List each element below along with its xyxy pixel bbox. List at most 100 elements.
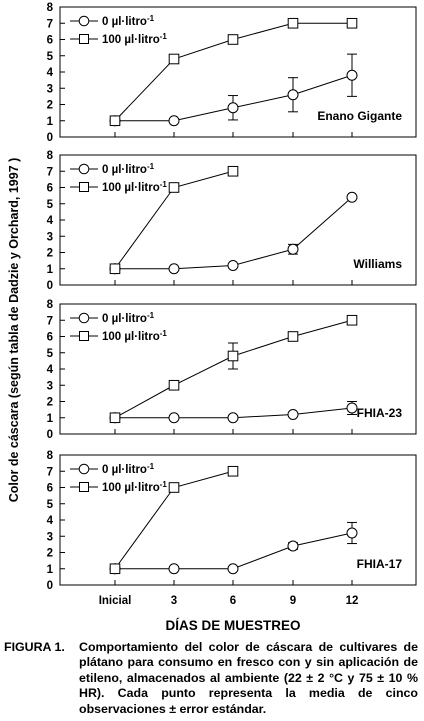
legend-square-marker <box>79 482 89 492</box>
data-point-circle <box>168 115 180 127</box>
data-point-circle <box>346 527 358 539</box>
data-point-square <box>109 115 121 127</box>
y-tick-label: 4 <box>47 364 54 376</box>
y-tick-label: 6 <box>47 483 53 495</box>
data-point-circle <box>287 89 299 101</box>
data-point-square <box>227 165 239 177</box>
y-tick-label: 2 <box>47 100 53 112</box>
caption-label: FIGURA 1. <box>4 640 65 654</box>
data-point-square <box>109 263 121 275</box>
y-tick-label: 7 <box>47 466 53 478</box>
figure-caption: FIGURA 1. Comportamiento del color de cá… <box>4 640 418 717</box>
x-tick-label: 3 <box>171 595 177 607</box>
legend-circle-marker <box>78 463 90 475</box>
x-tick-label: 9 <box>290 595 296 607</box>
y-tick-label: 1 <box>47 564 54 576</box>
y-tick-label: 4 <box>47 215 54 227</box>
data-point-circle <box>287 540 299 552</box>
y-tick-label: 2 <box>47 397 53 409</box>
data-point-square <box>227 350 239 362</box>
data-point-circle <box>227 102 239 114</box>
caption-text: Comportamiento del color de cáscara de c… <box>79 640 418 716</box>
y-tick-label: 5 <box>47 199 54 211</box>
y-tick-label: 7 <box>47 18 53 30</box>
y-tick-label: 8 <box>47 299 54 311</box>
y-tick-label: 1 <box>47 116 54 128</box>
chart-panel-fhia-23: 0 1 2 3 4 5 6 7 8 0 µl·litro-1 100 µl·litro-1 FHIA-… <box>47 299 417 441</box>
legend-circle-marker <box>78 163 90 175</box>
data-point-square <box>227 34 239 45</box>
y-tick-label: 8 <box>47 450 54 462</box>
y-tick-label: 7 <box>47 315 53 327</box>
y-tick-label: 5 <box>47 348 54 360</box>
data-point-circle <box>168 412 180 424</box>
legend-label: 0 µl·litro-1 <box>102 462 155 476</box>
legend-label: 0 µl·litro-1 <box>102 162 155 176</box>
data-point-circle <box>227 260 239 271</box>
y-axis-label: Color de cáscara (según tabla de Dadzie … <box>7 158 21 503</box>
y-tick-label: 5 <box>47 51 54 63</box>
figure-canvas: Color de cáscara (según tabla de Dadzie … <box>7 2 417 633</box>
data-point-circle <box>227 412 239 424</box>
y-tick-label: 8 <box>47 150 54 162</box>
y-tick-label: 3 <box>47 83 53 95</box>
data-point-square <box>346 314 358 326</box>
data-point-square <box>287 331 299 342</box>
y-tick-label: 6 <box>47 332 53 344</box>
y-tick-label: 2 <box>47 248 53 260</box>
data-point-circle <box>346 191 358 203</box>
y-tick-label: 5 <box>47 499 54 511</box>
y-tick-label: 4 <box>47 67 54 79</box>
cultivar-label: FHIA-23 <box>357 406 403 420</box>
legend-circle-marker <box>78 15 90 27</box>
data-point-circle <box>287 243 299 255</box>
y-tick-label: 3 <box>47 531 53 543</box>
legend-label: 100 µl·litro-1 <box>102 32 167 46</box>
series-line-circle <box>115 196 353 270</box>
y-tick-label: 2 <box>47 548 53 560</box>
data-point-circle <box>346 402 358 414</box>
data-point-circle <box>346 69 358 81</box>
y-tick-label: 1 <box>47 264 54 276</box>
cultivar-label: Williams <box>353 257 402 271</box>
y-tick-label: 1 <box>47 413 54 425</box>
data-point-square <box>168 53 180 65</box>
data-point-square <box>109 563 121 575</box>
y-tick-label: 3 <box>47 380 53 392</box>
legend-label: 100 µl·litro-1 <box>102 480 167 494</box>
legend-square-marker <box>79 331 89 341</box>
data-point-square <box>168 482 180 493</box>
y-tick-label: 0 <box>47 132 53 144</box>
y-tick-label: 7 <box>47 166 53 178</box>
legend-circle-marker <box>78 312 90 324</box>
y-tick-label: 4 <box>47 515 54 527</box>
y-tick-label: 3 <box>47 231 53 243</box>
y-tick-label: 0 <box>47 280 53 292</box>
y-tick-label: 6 <box>47 35 53 47</box>
x-tick-label: 6 <box>230 595 236 607</box>
x-tick-label: 12 <box>346 595 359 607</box>
data-point-circle <box>168 563 180 575</box>
data-point-circle <box>287 409 299 420</box>
data-point-square <box>109 412 121 424</box>
data-point-square <box>168 182 180 193</box>
y-tick-label: 8 <box>47 2 54 14</box>
data-point-square <box>227 465 239 477</box>
y-tick-label: 6 <box>47 183 53 195</box>
data-point-square <box>287 17 299 29</box>
legend-label: 0 µl·litro-1 <box>102 14 155 28</box>
cultivar-label: FHIA-17 <box>357 557 403 571</box>
legend-square-marker <box>79 34 89 44</box>
chart-panel-enano-gigante: 0 1 2 3 4 5 6 7 8 0 µl·litro-1 100 µl·litro-1 Enano… <box>47 2 417 144</box>
data-point-square <box>168 379 180 391</box>
data-point-circle <box>227 563 239 575</box>
data-point-square <box>346 17 358 29</box>
legend-label: 0 µl·litro-1 <box>102 311 155 325</box>
y-tick-label: 0 <box>47 580 53 592</box>
legend-label: 100 µl·litro-1 <box>102 180 167 194</box>
data-point-circle <box>168 263 180 275</box>
y-tick-label: 0 <box>47 429 53 441</box>
chart-panel-williams: 0 1 2 3 4 5 6 7 8 0 µl·litro-1 100 µl·litro-1 Willi… <box>47 150 417 292</box>
x-tick-label: Inicial <box>99 595 132 607</box>
